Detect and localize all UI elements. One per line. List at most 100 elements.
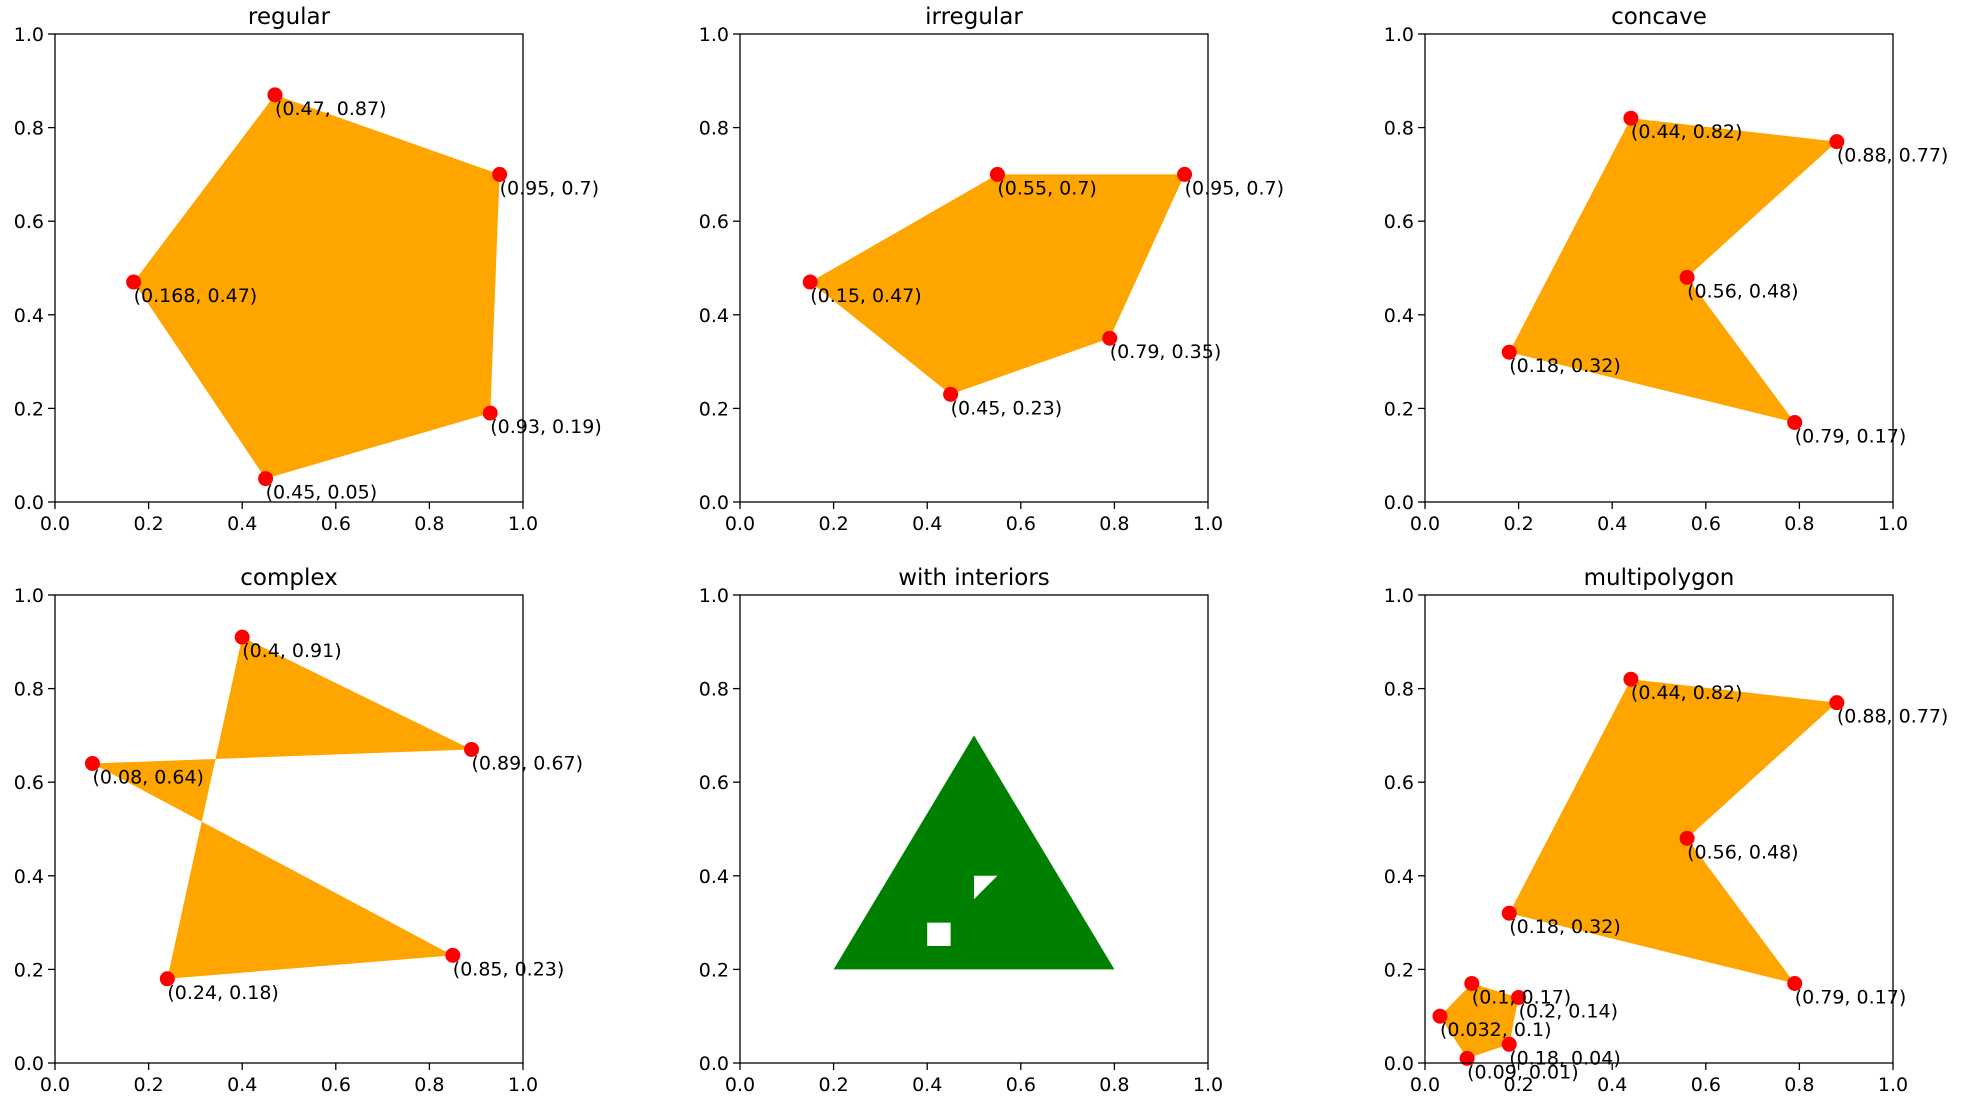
- x-tick-label: 0.8: [414, 1074, 444, 1096]
- vertex-point: [1501, 905, 1517, 921]
- y-tick-label: 0.4: [14, 305, 44, 327]
- vertex-label: (0.032, 0.1): [1440, 1019, 1552, 1041]
- vertex-label: (0.95, 0.7): [500, 177, 599, 199]
- vertex-point: [84, 755, 100, 771]
- vertex-point: [464, 741, 480, 757]
- polygon-shape-1: [1509, 679, 1837, 984]
- vertex-point: [234, 629, 250, 645]
- vertex-point: [1501, 344, 1517, 360]
- y-tick-label: 0.0: [1384, 492, 1414, 514]
- vertex-label: (0.18, 0.04): [1509, 1047, 1621, 1069]
- y-tick-label: 0.4: [14, 866, 44, 888]
- subplot-irregular: (0.45, 0.23) (0.79, 0.35) (0.95, 0.7) (0.55…: [699, 4, 1284, 535]
- vertex-point: [1787, 414, 1803, 430]
- y-tick-label: 0.2: [699, 398, 729, 420]
- x-tick-label: 0.0: [725, 513, 755, 535]
- vertex-label: (0.85, 0.23): [453, 958, 565, 980]
- x-tick-label: 0.2: [133, 513, 163, 535]
- y-tick-label: 0.4: [1384, 305, 1414, 327]
- y-tick-label: 0.6: [1384, 211, 1414, 233]
- x-tick-label: 0.6: [1691, 1074, 1721, 1096]
- x-tick-label: 0.6: [1006, 1074, 1036, 1096]
- y-tick-label: 0.0: [699, 1053, 729, 1075]
- subplot-title: concave: [1611, 4, 1707, 30]
- x-tick-label: 0.4: [227, 1074, 257, 1096]
- vertex-label: (0.56, 0.48): [1687, 280, 1799, 302]
- vertex-point: [445, 947, 461, 963]
- vertex-point: [1432, 1008, 1448, 1024]
- axes-frame: [1424, 594, 1894, 1064]
- polygon-shape-0: [92, 637, 472, 979]
- vertex-label: (0.79, 0.17): [1795, 425, 1907, 447]
- vertex-label: (0.09, 0.01): [1467, 1061, 1579, 1083]
- x-tick-label: 0.4: [1597, 1074, 1627, 1096]
- vertex-label: (0.89, 0.67): [472, 752, 584, 774]
- vertex-point: [1623, 671, 1639, 687]
- x-tick-label: 0.8: [1784, 513, 1814, 535]
- vertex-point: [159, 971, 175, 987]
- vertex-label: (0.15, 0.47): [810, 285, 922, 307]
- axes-frame: [54, 594, 524, 1064]
- x-tick-label: 0.8: [1099, 513, 1129, 535]
- polygon-shape-0: [833, 735, 1115, 970]
- vertex-point: [989, 166, 1005, 182]
- x-tick-label: 0.8: [414, 513, 444, 535]
- subplot-title: irregular: [925, 4, 1023, 30]
- x-tick-label: 0.0: [40, 1074, 70, 1096]
- vertex-point: [1679, 830, 1695, 846]
- vertex-label: (0.08, 0.64): [92, 766, 204, 788]
- vertex-point: [258, 471, 274, 487]
- y-tick-label: 0.6: [699, 211, 729, 233]
- vertex-label: (0.2, 0.14): [1519, 1000, 1618, 1022]
- vertex-label: (0.79, 0.35): [1110, 341, 1222, 363]
- y-tick-label: 1.0: [1384, 585, 1414, 607]
- x-tick-label: 0.8: [1784, 1074, 1814, 1096]
- y-tick-label: 0.4: [699, 305, 729, 327]
- y-tick-label: 0.6: [699, 772, 729, 794]
- y-tick-label: 1.0: [699, 585, 729, 607]
- vertex-point: [1623, 110, 1639, 126]
- vertex-label: (0.45, 0.23): [951, 397, 1063, 419]
- vertex-label: (0.93, 0.19): [490, 416, 602, 438]
- subplot-with-interiors: 0.0 0.2 0.4 0.6 0.8 1.0 0.0 0.2 0.4 0.6 0.8 1.0 with…: [699, 565, 1223, 1096]
- vertex-label: (0.4, 0.91): [242, 640, 341, 662]
- x-tick-label: 0.4: [912, 513, 942, 535]
- x-tick-label: 0.2: [133, 1074, 163, 1096]
- polygon-shape-0: [1439, 983, 1519, 1059]
- y-tick-label: 0.8: [699, 118, 729, 140]
- axes-frame: [739, 33, 1209, 503]
- x-tick-label: 0.0: [1410, 1074, 1440, 1096]
- y-tick-label: 0.0: [14, 492, 44, 514]
- subplot-title: with interiors: [898, 565, 1050, 591]
- x-tick-label: 0.6: [321, 513, 351, 535]
- x-tick-label: 1.0: [1878, 513, 1908, 535]
- x-tick-label: 0.8: [1099, 1074, 1129, 1096]
- x-tick-label: 0.2: [818, 1074, 848, 1096]
- x-tick-label: 0.2: [1503, 513, 1533, 535]
- polygon-shape-0: [1509, 118, 1837, 423]
- x-tick-label: 0.4: [1597, 513, 1627, 535]
- vertex-point: [1679, 269, 1695, 285]
- subplot-multipolygon: (0.09, 0.01)(0.18, 0.04) (0.2, 0.14)(0.1,…: [1384, 565, 1949, 1096]
- x-tick-label: 0.4: [227, 513, 257, 535]
- x-tick-label: 0.6: [1691, 513, 1721, 535]
- y-tick-label: 0.4: [1384, 866, 1414, 888]
- subplot-title: multipolygon: [1584, 565, 1735, 591]
- vertex-label: (0.79, 0.17): [1795, 986, 1907, 1008]
- vertex-point: [802, 274, 818, 290]
- x-tick-label: 1.0: [1193, 1074, 1223, 1096]
- y-tick-label: 0.2: [1384, 959, 1414, 981]
- vertex-label: (0.44, 0.82): [1631, 682, 1743, 704]
- y-tick-label: 0.0: [1384, 1053, 1414, 1075]
- vertex-point: [1829, 134, 1845, 150]
- vertex-point: [1511, 989, 1527, 1005]
- x-tick-label: 0.2: [1503, 1074, 1533, 1096]
- polygon-shape-0: [133, 94, 500, 479]
- y-tick-label: 1.0: [14, 24, 44, 46]
- x-tick-label: 0.6: [321, 1074, 351, 1096]
- y-tick-label: 0.6: [14, 211, 44, 233]
- vertex-label: (0.44, 0.82): [1631, 121, 1743, 143]
- vertex-point: [1177, 166, 1193, 182]
- vertex-label: (0.45, 0.05): [266, 482, 378, 504]
- x-tick-label: 1.0: [508, 1074, 538, 1096]
